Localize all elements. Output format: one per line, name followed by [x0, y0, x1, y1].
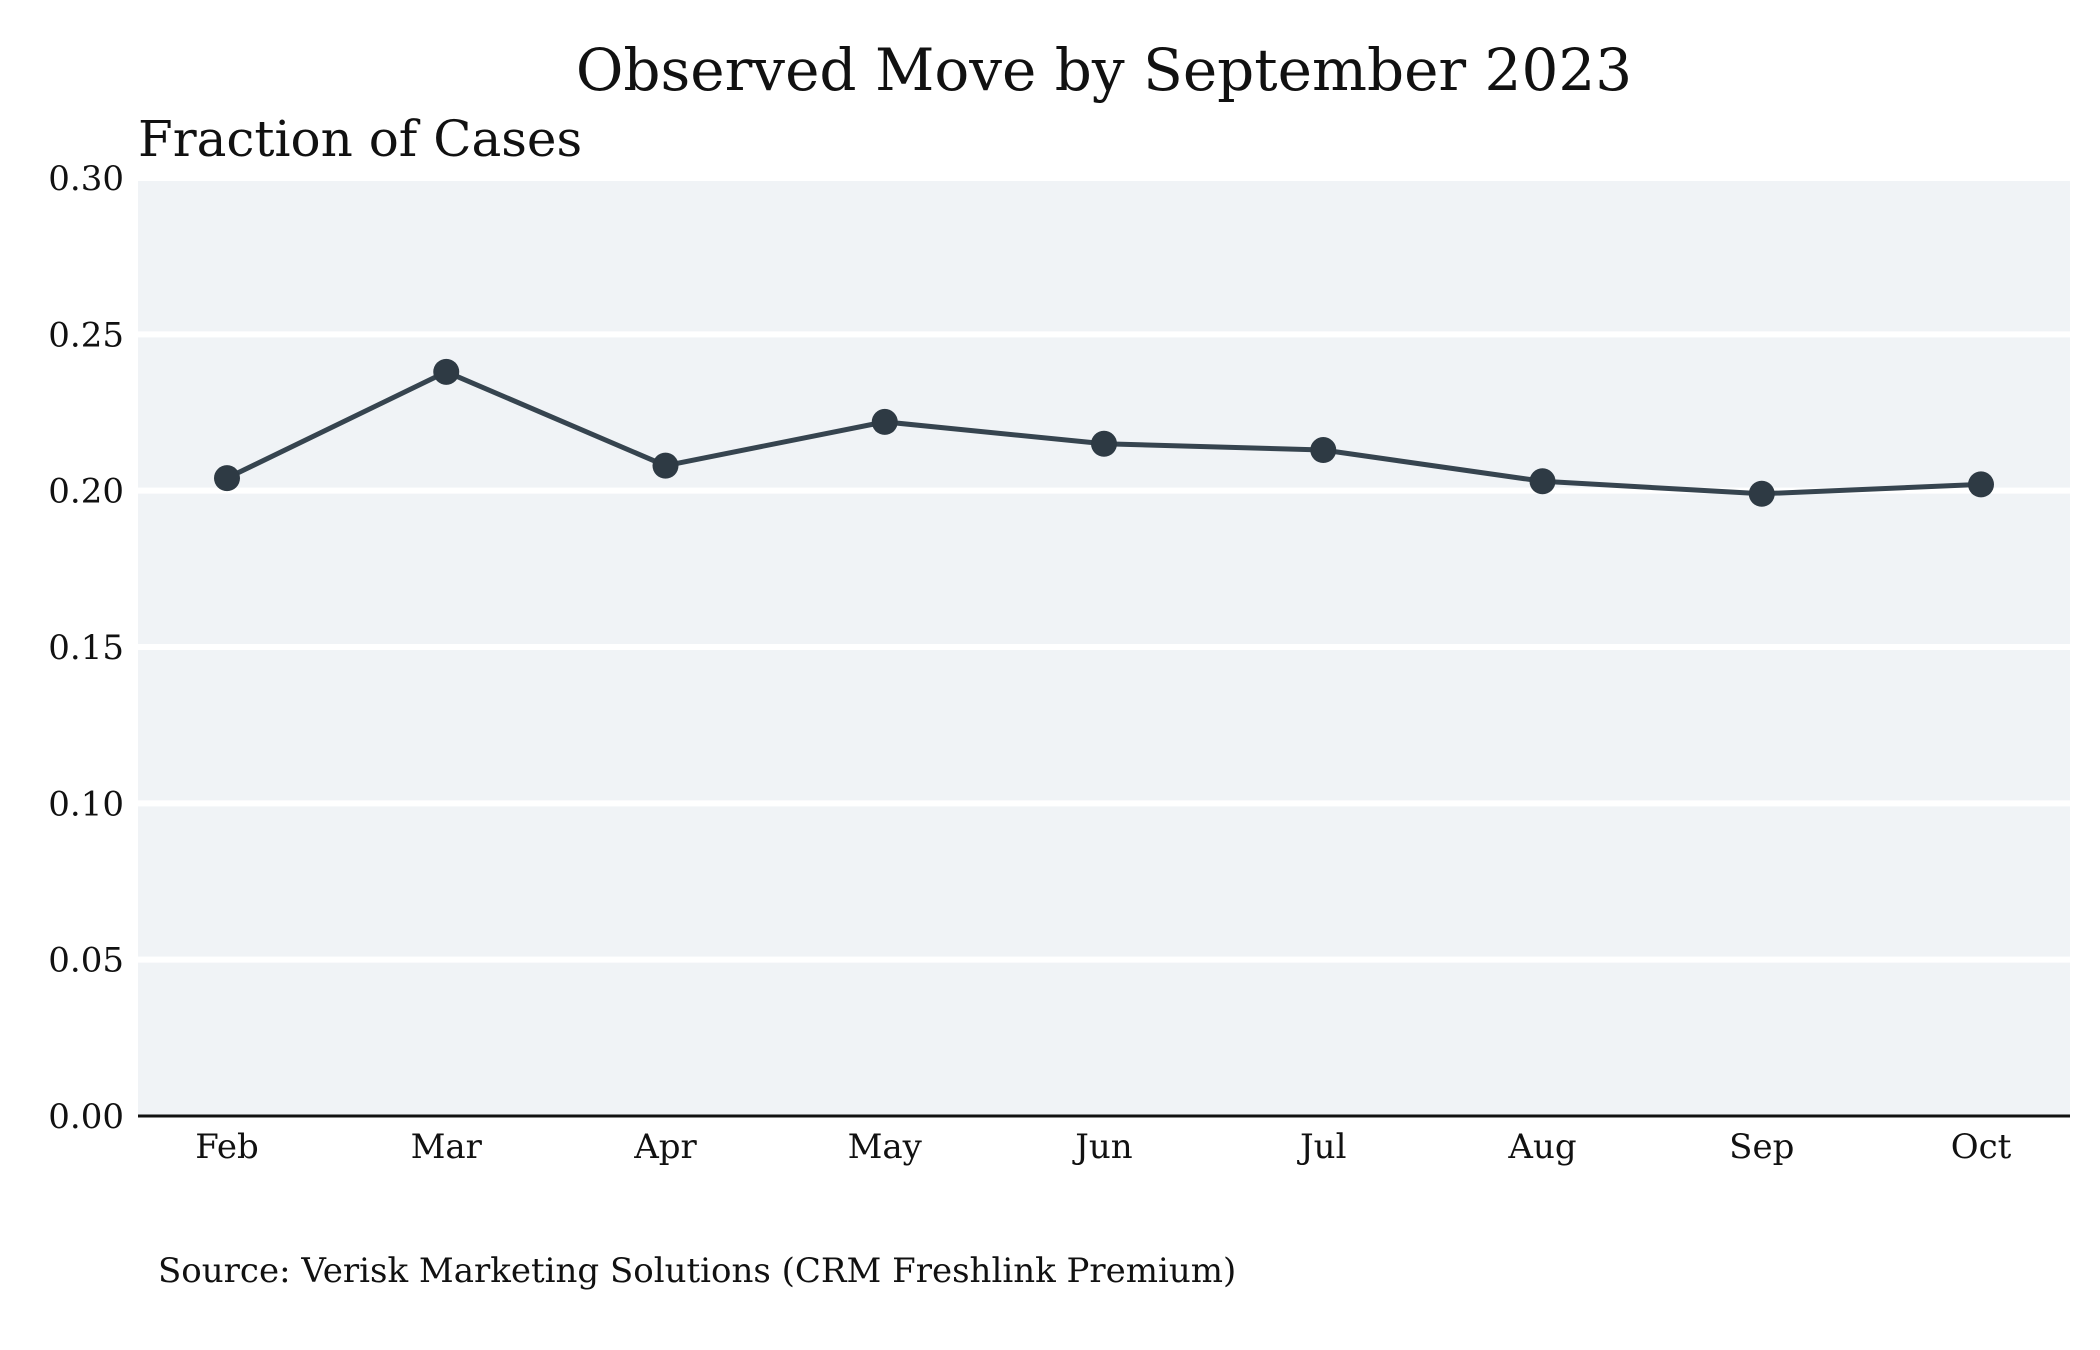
- series-layer: [214, 358, 1994, 507]
- gridlines: [138, 175, 2070, 963]
- x-tick-label-feb: Feb: [195, 1127, 259, 1167]
- data-point-oct: [1968, 471, 1994, 498]
- y-tick-label: 0.10: [48, 784, 124, 824]
- chart-title: Observed Move by September 2023: [576, 36, 1632, 104]
- y-tick-label: 0.00: [48, 1097, 124, 1137]
- x-tick-label-oct: Oct: [1951, 1127, 2012, 1167]
- x-tick-label-apr: Apr: [633, 1127, 697, 1167]
- y-tick-label: 0.25: [48, 315, 124, 355]
- data-point-jul: [1310, 437, 1337, 464]
- data-point-apr: [652, 452, 679, 479]
- x-tick-label-mar: Mar: [411, 1127, 483, 1167]
- data-point-feb: [214, 465, 240, 492]
- data-point-may: [871, 408, 898, 435]
- x-tick-label-jun: Jun: [1072, 1127, 1132, 1167]
- source-note: Source: Verisk Marketing Solutions (CRM …: [158, 1251, 1236, 1291]
- x-tick-labels: Feb Mar Apr May Jun Jul Aug Sep Oct: [195, 1127, 2011, 1167]
- y-tick-label: 0.15: [48, 628, 124, 668]
- y-tick-label: 0.20: [48, 472, 124, 512]
- y-tick-label: 0.05: [48, 941, 124, 981]
- x-tick-label-sep: Sep: [1729, 1127, 1794, 1167]
- y-tick-labels: 0.00 0.05 0.10 0.15 0.20 0.25 0.30: [48, 159, 124, 1137]
- data-point-aug: [1529, 468, 1556, 495]
- y-tick-label: 0.30: [48, 159, 124, 199]
- x-tick-label-jul: Jul: [1297, 1127, 1346, 1167]
- x-tick-label-aug: Aug: [1507, 1127, 1576, 1167]
- data-point-jun: [1091, 430, 1117, 457]
- x-tick-label-may: May: [848, 1127, 923, 1167]
- y-axis-label: Fraction of Cases: [138, 110, 582, 168]
- data-point-sep: [1748, 480, 1775, 507]
- data-point-mar: [433, 358, 460, 385]
